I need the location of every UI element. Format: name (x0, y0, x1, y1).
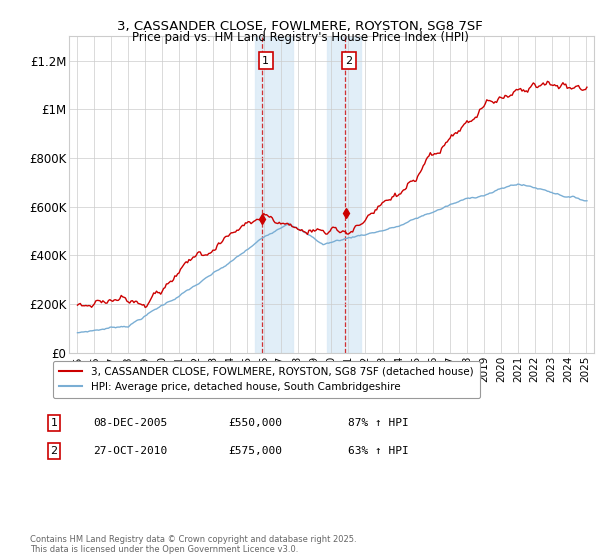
Text: 27-OCT-2010: 27-OCT-2010 (93, 446, 167, 456)
Text: 3, CASSANDER CLOSE, FOWLMERE, ROYSTON, SG8 7SF: 3, CASSANDER CLOSE, FOWLMERE, ROYSTON, S… (117, 20, 483, 32)
Text: Price paid vs. HM Land Registry's House Price Index (HPI): Price paid vs. HM Land Registry's House … (131, 31, 469, 44)
Text: 87% ↑ HPI: 87% ↑ HPI (348, 418, 409, 428)
Text: 1: 1 (262, 56, 269, 66)
Text: £575,000: £575,000 (228, 446, 282, 456)
Text: £550,000: £550,000 (228, 418, 282, 428)
Text: 63% ↑ HPI: 63% ↑ HPI (348, 446, 409, 456)
Text: 2: 2 (50, 446, 58, 456)
Bar (327, 36, 361, 353)
Text: 1: 1 (50, 418, 58, 428)
Text: Contains HM Land Registry data © Crown copyright and database right 2025.
This d: Contains HM Land Registry data © Crown c… (30, 535, 356, 554)
Text: 2: 2 (345, 56, 352, 66)
Legend: 3, CASSANDER CLOSE, FOWLMERE, ROYSTON, SG8 7SF (detached house), HPI: Average pr: 3, CASSANDER CLOSE, FOWLMERE, ROYSTON, S… (53, 361, 479, 398)
Text: 08-DEC-2005: 08-DEC-2005 (93, 418, 167, 428)
Bar (255, 36, 293, 353)
